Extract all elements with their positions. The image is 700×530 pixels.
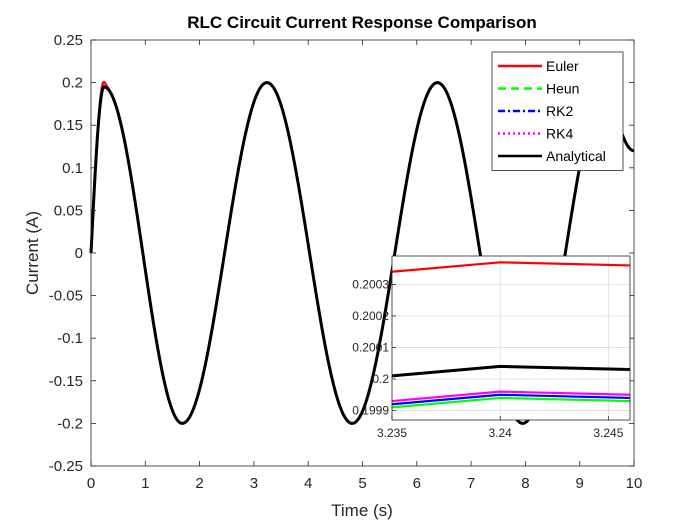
y-tick-label: 0.1 [62,160,83,177]
inset-line-rk2 [391,393,631,406]
y-tick-label: -0.15 [49,373,83,390]
x-tick-label: 5 [358,475,366,492]
inset-x-tick-label: 3.245 [593,426,623,440]
inset-line-heun [391,396,631,409]
y-tick-label: 0.25 [54,32,83,49]
legend-label-rk4: RK4 [546,126,573,142]
inset-line-euler [391,261,631,273]
inset-y-tick-label: 0.2001 [352,340,389,354]
x-tick-label: 6 [413,475,421,492]
y-tick-label: 0 [75,245,83,262]
x-tick-label: 9 [576,475,584,492]
inset-y-tick-label: 0.2 [372,372,389,386]
inset-y-tick-label: 0.1999 [352,404,389,418]
x-tick-label: 8 [521,475,529,492]
inset-line-rk4 [391,390,631,403]
legend: Euler Heun RK2 RK4 Analytical [491,51,624,171]
inset-plot-area: 3.235 3.24 3.245 0.1999 0.2 0.2001 0.2002 0.200… [352,255,631,440]
inset-x-tick-label: 3.24 [489,426,513,440]
legend-label-rk2: RK2 [546,103,573,119]
y-tick-label: -0.25 [49,458,83,475]
legend-label-heun: Heun [546,81,579,97]
x-tick-label: 10 [626,475,643,492]
x-tick-label: 7 [467,475,475,492]
x-tick-label: 0 [87,475,95,492]
legend-label-analytical: Analytical [546,148,606,164]
chart-title: RLC Circuit Current Response Comparison [187,13,537,32]
y-tick-label: 0.15 [54,117,83,134]
x-axis-label: Time (s) [331,501,393,520]
inset-y-tick-label: 0.2003 [352,277,389,291]
y-tick-label: 0.2 [62,75,83,92]
inset-x-tick-label: 3.235 [377,426,407,440]
y-axis-label: Current (A) [23,211,42,295]
inset-axes-box [391,255,631,421]
x-tick-label: 2 [195,475,203,492]
x-tick-label: 3 [250,475,258,492]
inset-y-tick-label: 0.2002 [352,309,389,323]
x-tick-label: 4 [304,475,312,492]
legend-label-euler: Euler [546,58,579,74]
y-tick-label: 0.05 [54,202,83,219]
y-tick-label: -0.1 [57,330,83,347]
y-tick-label: -0.05 [49,288,83,305]
x-tick-label: 1 [141,475,149,492]
y-tick-label: -0.2 [57,415,83,432]
inset-line-analytical [391,364,631,378]
